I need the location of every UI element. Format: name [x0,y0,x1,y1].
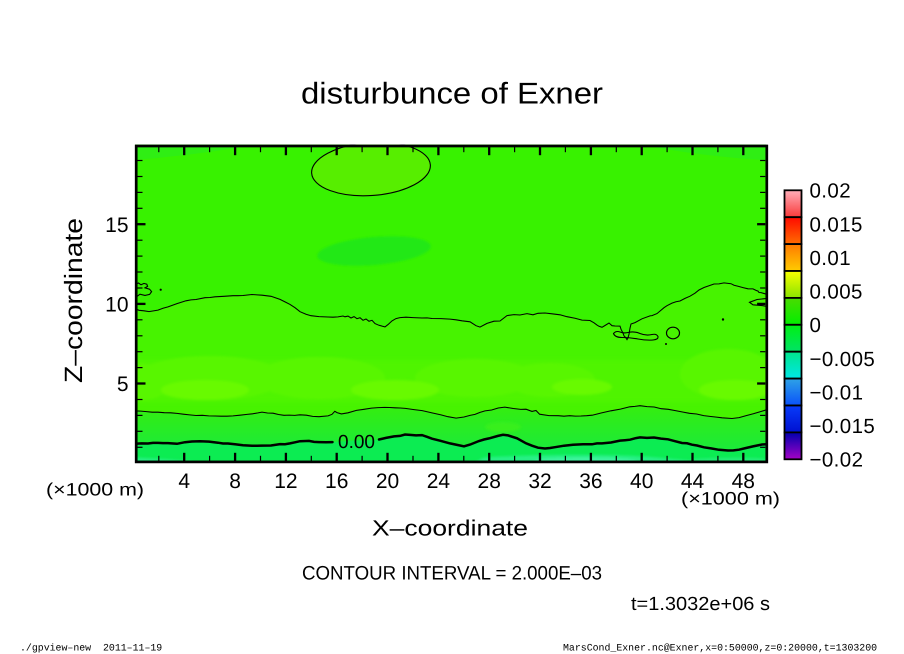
svg-text:(×1000 m): (×1000 m) [46,480,144,500]
svg-text:16: 16 [325,470,348,493]
svg-text:48: 48 [732,470,755,493]
svg-text:−0.02: −0.02 [810,449,864,472]
svg-text:−0.005: −0.005 [810,348,876,371]
svg-text:−0.015: −0.015 [810,415,876,438]
svg-text:15: 15 [105,214,128,237]
svg-text:44: 44 [681,470,705,493]
svg-text:./gpview–new 2011–11–19: ./gpview–new 2011–11–19 [20,643,162,654]
svg-text:−0.01: −0.01 [810,381,864,404]
svg-text:t=1.3032e+06 s: t=1.3032e+06 s [631,594,770,615]
svg-text:36: 36 [579,470,602,493]
svg-text:8: 8 [229,470,241,493]
svg-text:MarsCond_Exner.nc@Exner,x=0:50: MarsCond_Exner.nc@Exner,x=0:50000,z=0:20… [563,643,877,654]
svg-text:20: 20 [376,470,399,493]
svg-text:5: 5 [117,373,129,396]
svg-text:4: 4 [178,470,190,493]
svg-text:Z–coordinate: Z–coordinate [60,218,88,383]
svg-text:0.02: 0.02 [810,180,852,203]
svg-text:0.005: 0.005 [810,281,863,304]
svg-text:32: 32 [528,470,551,493]
svg-text:CONTOUR INTERVAL = 2.000E–03: CONTOUR INTERVAL = 2.000E–03 [302,563,602,585]
svg-text:10: 10 [105,294,128,317]
svg-text:12: 12 [274,470,297,493]
svg-text:24: 24 [427,470,451,493]
svg-text:0: 0 [810,314,822,337]
svg-text:disturbunce of Exner: disturbunce of Exner [301,78,603,111]
svg-text:0.015: 0.015 [810,213,863,236]
svg-text:28: 28 [478,470,501,493]
svg-text:X–coordinate: X–coordinate [372,516,528,541]
svg-text:0.00: 0.00 [338,432,375,453]
svg-text:0.01: 0.01 [810,247,852,270]
svg-text:40: 40 [630,470,653,493]
svg-text:(×1000 m): (×1000 m) [681,489,780,509]
